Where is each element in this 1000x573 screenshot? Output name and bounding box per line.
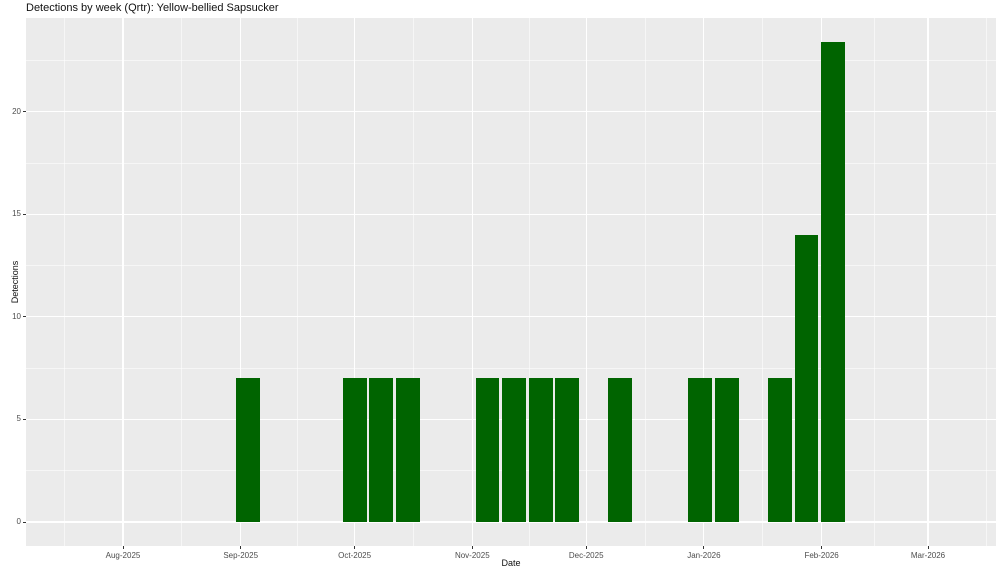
x-minor-gridline: [181, 18, 183, 546]
y-tick-mark: [23, 521, 26, 523]
bar: [608, 378, 633, 522]
x-tick-mark: [703, 546, 705, 549]
x-tick-mark: [240, 546, 242, 549]
x-tick-label: Oct-2025: [338, 551, 372, 560]
x-major-gridline: [240, 18, 242, 546]
y-minor-gridline: [26, 265, 996, 267]
chart-title: Detections by week (Qrtr): Yellow-bellie…: [26, 2, 279, 14]
x-minor-gridline: [413, 18, 414, 546]
bar: [688, 378, 713, 522]
x-tick-label: Dec-2025: [568, 551, 604, 560]
x-major-gridline: [585, 18, 587, 546]
y-tick-mark: [23, 316, 26, 318]
x-minor-gridline: [63, 18, 65, 546]
bar: [821, 42, 845, 522]
y-minor-gridline: [26, 60, 996, 61]
y-major-gridline: [26, 521, 996, 523]
x-major-gridline: [122, 18, 124, 546]
x-major-gridline: [927, 18, 929, 546]
x-minor-gridline: [297, 18, 299, 546]
x-tick-label: Feb-2026: [804, 551, 839, 560]
bar: [794, 234, 819, 522]
bar: [502, 378, 526, 522]
x-minor-gridline: [874, 18, 876, 546]
y-major-gridline: [26, 111, 996, 113]
bar: [395, 378, 420, 522]
y-axis-title: Detections: [10, 260, 20, 304]
y-major-gridline: [26, 316, 996, 318]
x-major-gridline: [703, 18, 705, 546]
bar: [342, 378, 367, 522]
x-tick-mark: [821, 546, 823, 549]
y-tick-mark: [23, 111, 26, 113]
x-tick-label: Sep-2025: [223, 551, 259, 560]
bar: [767, 378, 792, 522]
bar: [528, 378, 553, 522]
bar: [555, 378, 580, 522]
x-tick-mark: [122, 546, 124, 549]
x-tick-mark: [354, 546, 356, 549]
y-tick-mark: [23, 213, 26, 215]
y-tick-label: 20: [12, 106, 21, 116]
x-tick-label: Nov-2025: [454, 551, 490, 560]
y-tick-label: 10: [12, 311, 21, 321]
x-tick-label: Jan-2026: [687, 551, 721, 560]
x-tick-label: Aug-2025: [105, 551, 141, 560]
y-minor-gridline: [26, 162, 996, 164]
bar: [369, 378, 394, 522]
bar: [475, 378, 500, 522]
x-major-gridline: [471, 18, 473, 546]
y-tick-label: 15: [12, 209, 21, 219]
bar: [236, 378, 261, 522]
bar: [714, 378, 739, 522]
x-major-gridline: [354, 18, 356, 546]
x-tick-label: Mar-2026: [910, 551, 946, 560]
y-tick-label: 0: [16, 517, 21, 526]
y-major-gridline: [26, 213, 996, 215]
y-minor-gridline: [26, 367, 996, 369]
x-tick-mark: [927, 546, 929, 549]
x-tick-mark: [471, 546, 473, 549]
y-tick-mark: [23, 418, 26, 420]
plot-panel: [26, 18, 996, 546]
x-minor-gridline: [762, 18, 764, 546]
x-axis-title: Date: [501, 558, 521, 568]
x-minor-gridline: [986, 18, 988, 546]
y-tick-label: 5: [16, 414, 21, 424]
x-minor-gridline: [528, 18, 530, 546]
x-minor-gridline: [644, 18, 646, 546]
x-tick-mark: [585, 546, 587, 549]
